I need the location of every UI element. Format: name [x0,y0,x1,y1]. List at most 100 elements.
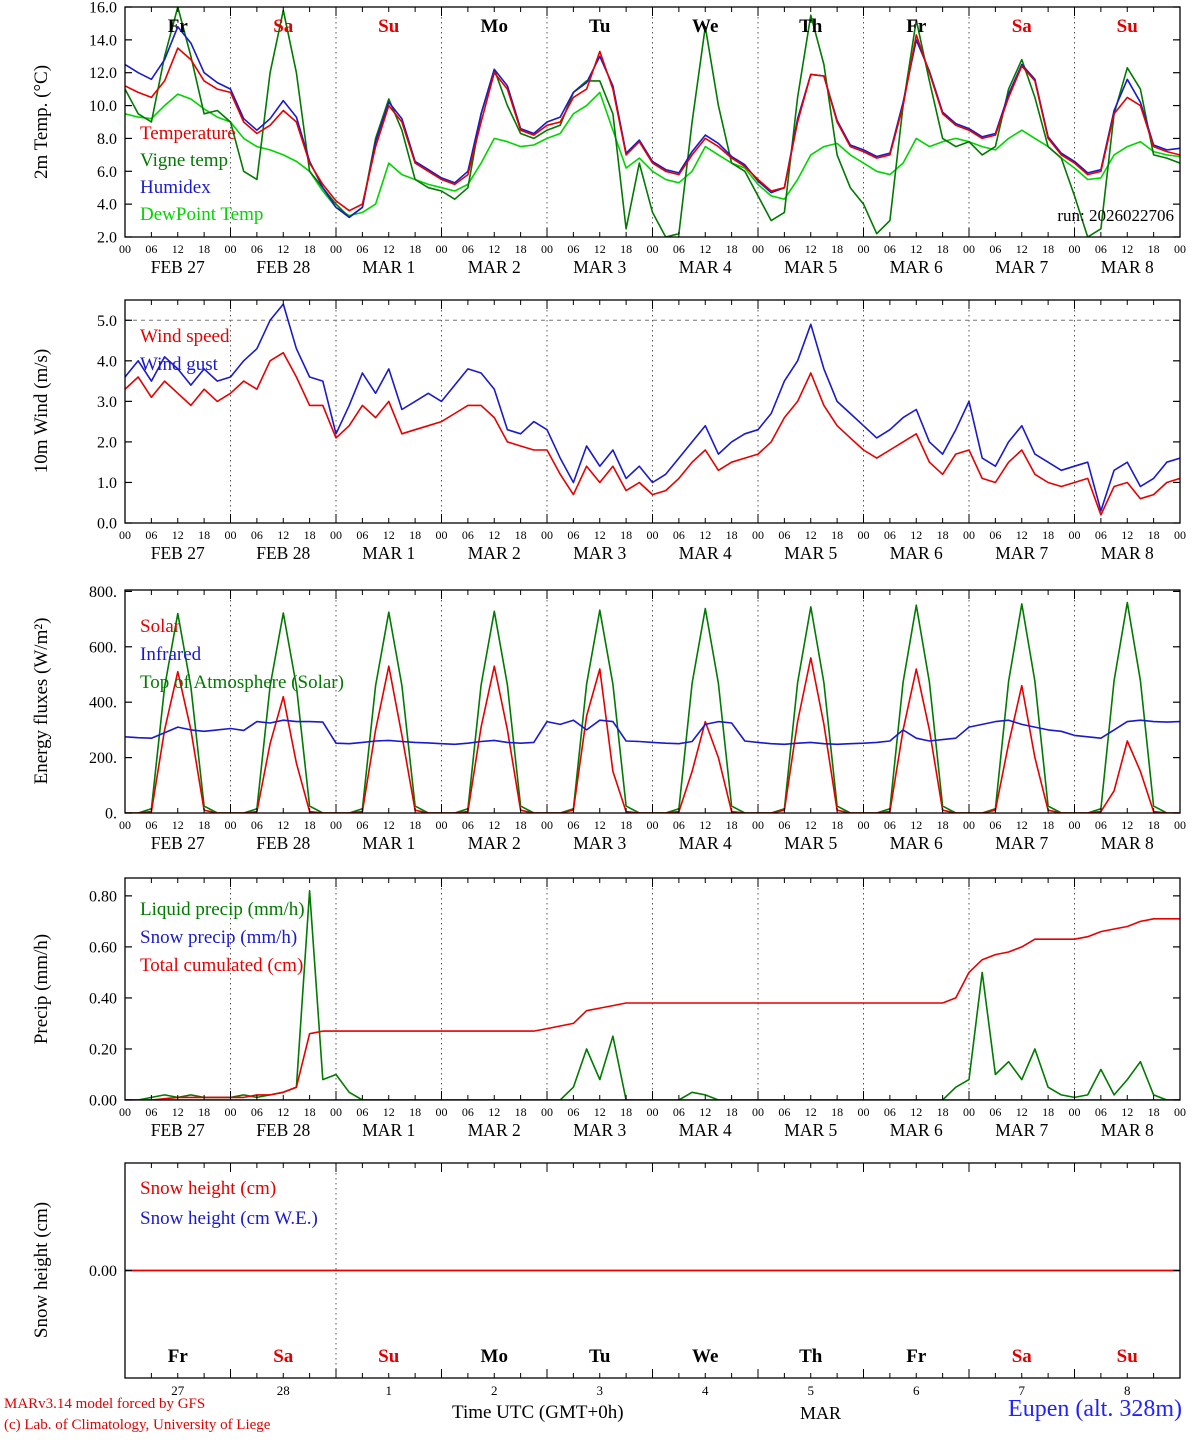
x-tick-label: 00 [963,242,975,256]
x-tick-label: 12 [699,242,711,256]
date-label: MAR 2 [468,257,521,277]
x-tick-label: 18 [1042,528,1054,542]
x-tick-label: 06 [884,242,896,256]
x-tick-label: 18 [515,242,527,256]
x-tick-label: 18 [831,528,843,542]
date-label: MAR 2 [468,543,521,563]
x-tick-label: 18 [515,818,527,832]
run-label: run: 2026022706 [1057,206,1174,225]
x-tick-label: 06 [778,528,790,542]
day-name-label: Su [378,16,400,37]
x-tick-label: 06 [356,1105,368,1119]
date-label: MAR 4 [679,1120,732,1140]
x-tick-label: 06 [778,818,790,832]
day-name-label: Sa [273,1346,294,1367]
x-tick-label: 18 [515,528,527,542]
x-tick-label: 18 [1148,528,1160,542]
x-tick-label: 18 [831,242,843,256]
x-tick-label: 00 [330,818,342,832]
x-tick-label: 00 [1069,1105,1081,1119]
day-number-label: 5 [808,1383,815,1398]
y-axis-title-energy: Energy fluxes (W/m²) [31,617,52,785]
x-tick-label: 18 [726,242,738,256]
x-tick-label: 06 [1095,1105,1107,1119]
series-infrared [125,719,1180,746]
day-number-label: 3 [597,1383,604,1398]
x-tick-label: 12 [277,242,289,256]
legend-solar: Solar [140,616,181,637]
x-tick-label: 12 [488,1105,500,1119]
panel-temperature: 16.014.012.010.08.06.04.02.000 06 12 18 00 06… [89,0,1186,277]
day-name-label: Tu [589,1346,611,1367]
legend-snow-height-we: Snow height (cm W.E.) [140,1208,318,1229]
legend-vigne-temp: Vigne temp [140,150,228,171]
legend-humidex: Humidex [140,177,211,198]
x-tick-label: 12 [277,528,289,542]
x-tick-label: 18 [1148,1105,1160,1119]
y-tick-label: 4.0 [97,197,117,214]
day-name-label: Su [1117,1346,1139,1367]
x-tick-label: 00 [752,1105,764,1119]
x-tick-label: 18 [198,242,210,256]
date-label: FEB 28 [256,543,310,563]
x-tick-label: 00 [541,818,553,832]
date-label: MAR 3 [573,543,626,563]
footer-model-line: MARv3.14 model forced by GFS [4,1396,206,1412]
date-label: MAR 5 [784,1120,837,1140]
x-tick-label: 06 [989,1105,1001,1119]
x-tick-label: 00 [1174,1105,1186,1119]
legend-total-cumulated: Total cumulated (cm) [140,955,303,976]
x-tick-label: 06 [567,528,579,542]
legend-dewpoint-temp: DewPoint Temp [140,204,263,225]
x-tick-label: 06 [251,242,263,256]
x-tick-label: 12 [805,1105,817,1119]
day-name-label: Sa [1012,1346,1033,1367]
day-name-label: Mo [481,16,508,37]
date-label: MAR 6 [890,543,943,563]
day-name-label: Sa [1012,16,1033,37]
date-label: FEB 28 [256,257,310,277]
x-tick-label: 18 [304,242,316,256]
x-tick-label: 00 [1069,528,1081,542]
x-tick-label: 12 [1121,242,1133,256]
x-tick-label: 18 [409,818,421,832]
date-label: MAR 7 [995,833,1048,853]
day-name-label: Fr [168,16,189,37]
day-name-label: Th [799,1346,823,1367]
y-tick-label: 1.0 [97,475,117,492]
date-label: MAR 6 [890,1120,943,1140]
x-tick-label: 12 [1016,818,1028,832]
x-tick-label: 00 [858,1105,870,1119]
date-label: FEB 27 [151,257,205,277]
x-tick-label: 00 [541,242,553,256]
x-tick-label: 06 [1095,242,1107,256]
x-tick-label: 12 [1016,242,1028,256]
x-tick-label: 06 [673,1105,685,1119]
date-label: MAR 1 [362,1120,415,1140]
x-tick-label: 12 [594,818,606,832]
x-tick-label: 00 [225,242,237,256]
series-solar [125,657,1180,813]
footer-copyright-line: (c) Lab. of Climatology, University of L… [4,1417,271,1433]
y-tick-label: 0. [105,806,117,823]
day-name-label: We [692,16,718,37]
y-axis-title-wind: 10m Wind (m/s) [31,348,52,474]
x-tick-label: 12 [1121,1105,1133,1119]
date-label: MAR 8 [1101,1120,1154,1140]
x-tick-label: 12 [383,818,395,832]
x-tick-label: 00 [1069,242,1081,256]
day-number-label: 8 [1124,1383,1131,1398]
x-tick-label: 00 [647,242,659,256]
x-tick-label: 00 [647,1105,659,1119]
x-tick-label: 00 [963,528,975,542]
x-tick-label: 12 [699,818,711,832]
x-tick-label: 18 [304,1105,316,1119]
legend-infrared: Infrared [140,644,202,665]
day-name-label: Mo [481,1346,508,1367]
day-name-label: Sa [273,16,294,37]
y-tick-label: 0.20 [89,1041,117,1058]
x-tick-label: 00 [858,528,870,542]
x-tick-label: 18 [831,1105,843,1119]
